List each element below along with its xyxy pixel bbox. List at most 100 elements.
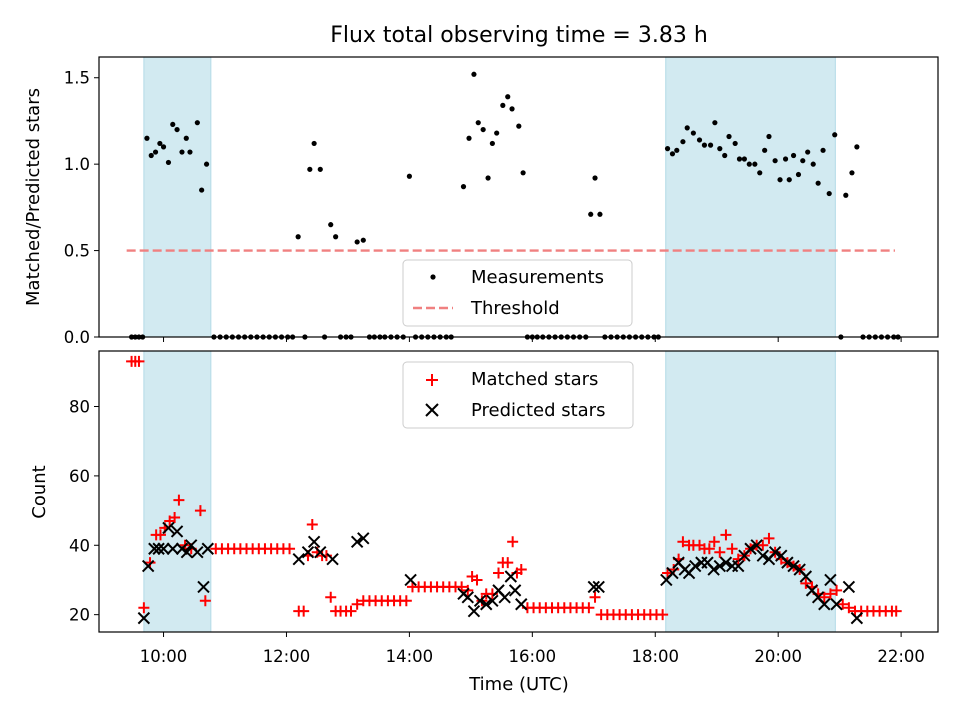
matched-stars-point — [824, 588, 836, 600]
measurements-point — [810, 161, 816, 167]
bot-xtick-label: 18:00 — [631, 647, 679, 666]
bot-xtick-label: 12:00 — [263, 647, 311, 666]
matched-stars-point — [284, 543, 296, 555]
predicted-stars-point — [689, 559, 702, 573]
measurements-point — [194, 120, 200, 126]
measurements-point — [766, 133, 772, 140]
measurements-point — [509, 106, 515, 112]
matched-stars-point — [726, 543, 738, 555]
top-ytick-label: 0.5 — [64, 242, 90, 261]
measurements-point — [317, 166, 323, 172]
measurements-point — [494, 130, 500, 136]
predicted-stars-point — [486, 594, 499, 607]
matched-stars-point — [800, 577, 812, 589]
measurements-point — [333, 234, 339, 240]
measurements-point — [741, 156, 747, 162]
measurements-point — [701, 142, 708, 148]
matched-stars-point — [345, 605, 357, 617]
measurements-point — [148, 152, 154, 159]
measurements-point — [800, 158, 806, 164]
measurements-point — [295, 234, 301, 240]
matched-stars-point — [194, 505, 206, 517]
bottom-axes-frame — [98, 350, 939, 633]
matched-stars-point — [400, 595, 412, 607]
measurements-point — [354, 239, 360, 245]
measurements-point — [707, 142, 714, 148]
measurements-point — [203, 161, 210, 167]
measurements-point — [516, 123, 522, 129]
measurements-point — [480, 126, 486, 133]
measurements-point — [460, 184, 467, 190]
predicted-stars-point — [170, 525, 184, 538]
predicted-stars-point — [162, 521, 175, 535]
measurements-point — [328, 222, 334, 228]
measurements-point — [820, 147, 826, 153]
predicted-stars-point — [781, 556, 794, 569]
matched-stars-point — [763, 532, 775, 544]
bottom-x-axis-label: Time (UTC) — [468, 674, 569, 695]
measurements-point — [772, 158, 778, 164]
measurements-point — [406, 173, 412, 179]
measurements-point — [674, 147, 680, 153]
predicted-stars-point — [744, 542, 757, 555]
predicted-stars-point — [824, 573, 837, 587]
measurements-point — [795, 171, 802, 178]
measurements-point — [832, 132, 838, 138]
predicted-stars-point — [467, 604, 481, 618]
measurements-point — [805, 149, 811, 155]
matched-stars-point — [757, 539, 769, 551]
measurements-point — [360, 237, 366, 243]
top-legend: Measurements Threshold — [402, 259, 633, 327]
predicted-stars-point — [719, 556, 733, 569]
matched-stars-point — [133, 355, 145, 367]
bot-shaded-interval-1 — [665, 350, 836, 633]
legend-predicted-marker — [425, 403, 439, 417]
measurements-point — [664, 146, 671, 152]
measurements-point — [669, 151, 676, 157]
matched-stars-point — [199, 595, 211, 607]
measurements-point — [144, 135, 150, 141]
measurements-point — [597, 211, 603, 217]
predicted-stars-point — [197, 580, 210, 594]
measurements-point — [680, 139, 686, 145]
measurements-point — [183, 135, 189, 141]
predicted-stars-point — [461, 591, 474, 604]
matched-stars-point — [843, 602, 855, 614]
matched-stars-point — [714, 546, 726, 558]
matched-stars-point — [154, 529, 166, 541]
bot-xtick-label: 14:00 — [386, 647, 434, 666]
matched-stars-point — [138, 602, 150, 614]
measurements-point — [782, 156, 789, 162]
measurements-point — [500, 102, 506, 108]
predicted-stars-point — [830, 598, 843, 611]
predicted-stars-point — [515, 598, 528, 611]
predicted-stars-point — [404, 573, 417, 587]
predicted-stars-point — [152, 542, 165, 555]
top-panel: 0.0 0.5 1.0 1.5 Matched/Predicted stars Mea… — [23, 56, 939, 347]
predicted-stars-point — [307, 535, 321, 549]
predicted-stars-point — [587, 580, 601, 594]
measurements-point — [157, 140, 163, 147]
legend-matched-label: Matched stars — [471, 369, 598, 390]
legend-matched-marker — [426, 374, 438, 386]
measurements-point — [187, 149, 193, 155]
measurements-point — [520, 170, 526, 176]
predicted-stars-point — [480, 598, 493, 611]
predicted-stars-point — [180, 546, 194, 559]
predicted-stars-point — [713, 559, 727, 573]
matched-stars-point — [493, 567, 505, 579]
bot-ytick-label: 60 — [69, 467, 90, 486]
top-y-axis-label: Matched/Predicted stars — [23, 88, 44, 306]
predicted-stars-point — [756, 549, 770, 562]
matched-stars-point — [837, 598, 849, 610]
predicted-stars-point — [842, 580, 856, 594]
matched-stars-point — [502, 557, 514, 569]
matched-stars-point — [708, 536, 720, 548]
measurements-point — [466, 135, 472, 141]
measurements-point — [179, 149, 185, 155]
bot-ytick-label: 20 — [69, 606, 90, 625]
predicted-stars-point — [818, 598, 831, 611]
predicted-stars-point — [314, 546, 327, 559]
predicted-stars-point — [357, 532, 370, 545]
predicted-stars-point — [508, 584, 522, 597]
